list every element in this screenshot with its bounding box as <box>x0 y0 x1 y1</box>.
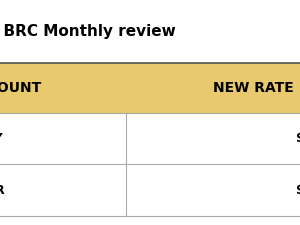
Text: $450/: $450/ <box>296 184 300 197</box>
Text: DISCOUNT: DISCOUNT <box>0 81 42 95</box>
Text: EARLY: EARLY <box>0 132 4 145</box>
Bar <box>0 164 300 216</box>
Text: NEW RATE: NEW RATE <box>213 81 294 95</box>
Bar <box>0 0 300 63</box>
Bar <box>0 112 300 164</box>
Bar <box>0 63 300 112</box>
Text: MSC BRC Monthly review: MSC BRC Monthly review <box>0 24 176 39</box>
Text: $255/: $255/ <box>296 132 300 145</box>
Text: REFER: REFER <box>0 184 6 197</box>
